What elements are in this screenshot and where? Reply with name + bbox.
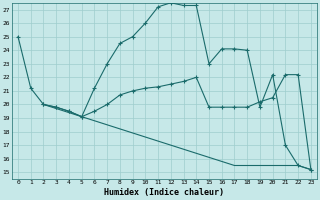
X-axis label: Humidex (Indice chaleur): Humidex (Indice chaleur) <box>104 188 224 197</box>
